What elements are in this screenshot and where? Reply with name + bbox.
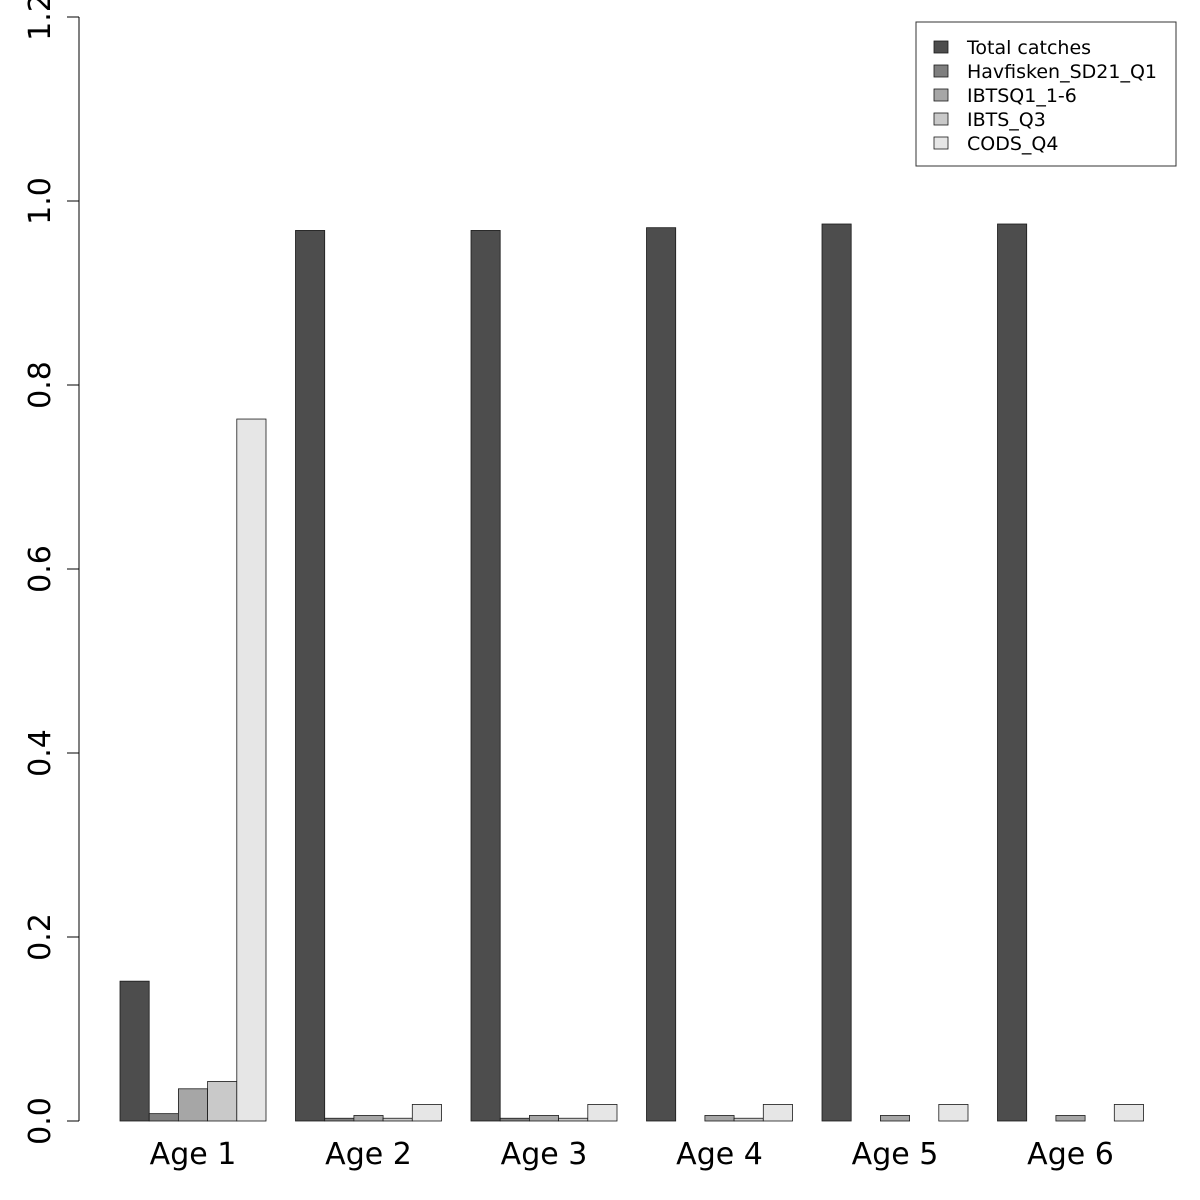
bar-group: [646, 227, 793, 1122]
legend-swatch: [933, 64, 949, 78]
bar-group: [119, 418, 267, 1122]
legend-swatch: [933, 88, 949, 102]
x-tick-label: Age 6: [1027, 1137, 1114, 1172]
bar: [353, 1115, 384, 1122]
bar: [295, 230, 326, 1122]
bar: [938, 1104, 969, 1122]
legend-label: Total catches: [966, 37, 1091, 59]
bar: [119, 980, 150, 1122]
x-axis-labels: Age 1 Age 2 Age 3 Age 4 Age 5 Age 6: [150, 1137, 1114, 1172]
legend: Total catchesHavfisken_SD21_Q1IBTSQ1_1-6…: [915, 21, 1177, 167]
bar: [470, 230, 501, 1122]
legend-label: IBTS_Q3: [967, 109, 1046, 131]
bar: [733, 1117, 764, 1122]
legend-box: [915, 21, 1177, 167]
y-tick-label: 0.2: [23, 913, 58, 961]
bar: [529, 1115, 560, 1122]
y-tick-label: 0.8: [23, 361, 58, 409]
x-tick-label: Age 5: [852, 1137, 939, 1172]
legend-label: Havfisken_SD21_Q1: [967, 61, 1157, 83]
legend-swatch: [933, 136, 949, 150]
x-tick-label: Age 1: [150, 1137, 237, 1172]
bar: [148, 1113, 179, 1122]
bar: [382, 1117, 413, 1122]
bar: [587, 1104, 618, 1122]
legend-label: IBTSQ1_1-6: [967, 85, 1077, 107]
legend-item: IBTSQ1_1-6: [933, 85, 1077, 107]
bar-group: [997, 223, 1144, 1122]
bar: [177, 1088, 208, 1122]
bar: [1055, 1115, 1086, 1122]
bar-groups: [119, 223, 1144, 1122]
bar: [997, 223, 1028, 1122]
bar-group: [821, 223, 969, 1122]
bar: [558, 1117, 589, 1122]
legend-label: CODS_Q4: [967, 133, 1058, 155]
bar: [1113, 1104, 1144, 1122]
legend-item: Havfisken_SD21_Q1: [933, 61, 1157, 83]
legend-swatch: [933, 112, 949, 126]
bar: [499, 1117, 530, 1122]
legend-item: CODS_Q4: [933, 133, 1058, 155]
y-tick-label: 0.0: [23, 1097, 58, 1145]
legend-swatch: [933, 40, 949, 54]
bar: [762, 1104, 793, 1122]
y-tick-label: 1.2: [23, 0, 58, 41]
bar: [704, 1115, 735, 1122]
bar: [880, 1115, 911, 1122]
bar-group: [470, 230, 618, 1122]
bar: [207, 1081, 238, 1122]
legend-item: Total catches: [933, 37, 1091, 59]
x-tick-label: Age 2: [325, 1137, 412, 1172]
y-tick-label: 1.0: [23, 177, 58, 225]
x-tick-label: Age 3: [501, 1137, 588, 1172]
bar: [411, 1104, 442, 1122]
bar: [821, 223, 852, 1122]
legend-item: IBTS_Q3: [933, 109, 1046, 131]
y-tick-label: 0.4: [23, 729, 58, 777]
x-tick-label: Age 4: [676, 1137, 763, 1172]
y-axis: 0.0 0.2 0.4 0.6 0.8 1.0 1.2: [23, 0, 80, 1145]
y-tick-label: 0.6: [23, 545, 58, 593]
bar-group: [295, 230, 442, 1122]
bar: [236, 418, 267, 1122]
bar: [324, 1117, 355, 1122]
bar: [646, 227, 677, 1122]
